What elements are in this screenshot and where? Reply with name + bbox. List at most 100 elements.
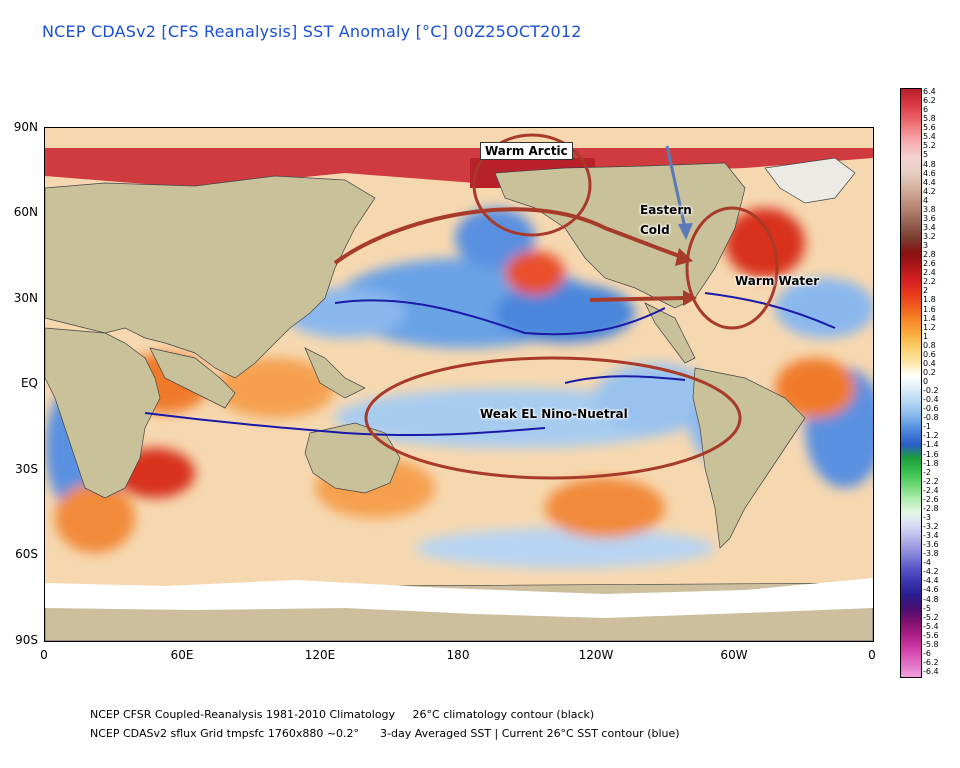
colorbar-tick-label: -3 <box>923 512 931 522</box>
colorbar-tick-label: 3.8 <box>923 204 936 214</box>
colorbar-tick-label: 4.6 <box>923 168 936 178</box>
colorbar-tick-label: 2.6 <box>923 259 936 269</box>
lon-label-0-left: 0 <box>40 648 48 662</box>
colorbar-tick-label: 2.8 <box>923 250 936 260</box>
colorbar-tick-label: 0.4 <box>923 358 936 368</box>
lat-label-30s: 30S <box>15 462 38 476</box>
lat-label-90s: 90S <box>15 633 38 647</box>
colorbar-tick-label: 5.4 <box>923 132 936 142</box>
lat-label-60n: 60N <box>13 205 38 219</box>
colorbar-tick-label: -1.4 <box>923 440 939 450</box>
colorbar-tick-label: 1.8 <box>923 295 936 305</box>
colorbar-tick-label: 6 <box>923 105 929 115</box>
colorbar-tick-label: 4.2 <box>923 186 936 196</box>
colorbar-tick-label: -2.6 <box>923 494 939 504</box>
contour-26c-south-indo-pacific <box>144 412 546 437</box>
warm-arctic-circle <box>472 133 592 237</box>
colorbar-tick-label: 2.4 <box>923 268 936 278</box>
colorbar-tick-label: 6.4 <box>923 87 936 96</box>
colorbar-tick-label: 4.8 <box>923 159 936 169</box>
colorbar-tick-label: -2.2 <box>923 476 939 486</box>
colorbar-tick-label: -3.8 <box>923 549 939 559</box>
lon-label-60e: 60E <box>170 648 194 662</box>
map-title: NCEP CDASv2 [CFS Reanalysis] SST Anomaly… <box>42 22 582 41</box>
eastern-cold-arrow <box>665 145 687 229</box>
warm-water-circle <box>685 206 779 330</box>
eastern-cold-arrowhead <box>678 223 693 240</box>
colorbar-tick-label: -4 <box>923 558 931 568</box>
colorbar-tick-label: 4.4 <box>923 177 936 187</box>
colorbar-tick-label: 0.8 <box>923 340 936 350</box>
colorbar-tick-label: -3.6 <box>923 540 939 550</box>
colorbar-tick-label: -0.2 <box>923 386 939 396</box>
footer-line-1: NCEP CFSR Coupled-Reanalysis 1981-2010 C… <box>90 708 595 721</box>
colorbar-tick-label: -3.2 <box>923 522 939 531</box>
colorbar-tick-label: 1.6 <box>923 304 936 314</box>
colorbar-tick-label: 5.8 <box>923 114 936 124</box>
colorbar-tick-label: 3.2 <box>923 232 936 241</box>
colorbar-tick-label: -5.4 <box>923 621 939 631</box>
eastern-cold-label: Eastern Cold <box>640 203 692 237</box>
colorbar-tick-label: -0.4 <box>923 395 939 405</box>
colorbar-tick-label: -2 <box>923 467 931 477</box>
map-canvas <box>45 128 873 641</box>
colorbar-tick-label: 1.4 <box>923 313 936 323</box>
lat-label-eq: EQ <box>20 376 38 390</box>
colorbar-tick-label: -4.2 <box>923 567 939 577</box>
colorbar-tick-label: 2.2 <box>923 277 936 287</box>
colorbar-tick-label: 3 <box>923 241 929 251</box>
sst-anomaly-map <box>44 127 874 642</box>
colorbar-tick-label: -5.6 <box>923 630 939 640</box>
colorbar-tick-label: 3.6 <box>923 213 936 223</box>
el-nino-ellipse <box>364 356 742 480</box>
colorbar-tick-label: 1.2 <box>923 322 936 332</box>
contour-26c-east-pacific <box>564 375 686 384</box>
colorbar-tick-label: 5.6 <box>923 123 936 133</box>
warm-water-label: Warm Water <box>735 274 820 288</box>
colorbar-tick-label: -6.2 <box>923 657 939 667</box>
colorbar-tick-label: 0.2 <box>923 367 936 377</box>
colorbar-tick-label: -5 <box>923 603 931 613</box>
colorbar-tick-label: -4.8 <box>923 594 939 604</box>
warm-arctic-label: Warm Arctic <box>480 142 573 160</box>
colorbar-tick-label: 3.4 <box>923 222 936 232</box>
colorbar-tick-label: 2 <box>923 286 929 296</box>
warm-water-arrow <box>589 296 686 302</box>
colorbar-tick-label: -2.8 <box>923 503 939 513</box>
colorbar-tick-label: 5 <box>923 150 929 160</box>
colorbar-tick-label: -5.8 <box>923 639 939 649</box>
colorbar-tick-label: -1.6 <box>923 449 939 459</box>
colorbar-tick-label: 1 <box>923 331 929 341</box>
contour-26c-north-pacific <box>334 299 666 336</box>
colorbar-tick-label: -4.4 <box>923 576 939 586</box>
colorbar-tick-label: 4 <box>923 195 929 205</box>
lon-label-180: 180 <box>446 648 470 662</box>
arctic-anomaly <box>45 148 873 188</box>
colorbar-tick-label: -0.8 <box>923 413 939 423</box>
colorbar-tick-label: -6.4 <box>923 667 939 676</box>
colorbar-tick-label: 0.6 <box>923 349 936 359</box>
lon-label-120e: 120E <box>304 648 336 662</box>
lat-label-60s: 60S <box>15 547 38 561</box>
colorbar-tick-label: -1.8 <box>923 458 939 468</box>
lat-label-90n: 90N <box>13 120 38 134</box>
colorbar-tick-label: -2.4 <box>923 485 939 495</box>
colorbar-tick-label: -5.2 <box>923 612 939 622</box>
lon-label-60w: 60W <box>720 648 748 662</box>
colorbar-tick-label: -3.4 <box>923 531 939 541</box>
colorbar-tick-label: 6.2 <box>923 96 936 106</box>
colorbar-tick-label: -6 <box>923 648 931 658</box>
jet-stream-arrow <box>333 207 686 265</box>
colorbar <box>900 88 922 678</box>
lon-label-120w: 120W <box>578 648 614 662</box>
jet-stream-arrowhead <box>675 248 693 266</box>
lat-label-30n: 30N <box>13 291 38 305</box>
colorbar-tick-label: -1.2 <box>923 431 939 441</box>
lon-label-0-right: 0 <box>868 648 876 662</box>
colorbar-tick-label: 5.2 <box>923 141 936 151</box>
colorbar-tick-label: -0.6 <box>923 404 939 414</box>
weak-el-nino-label: Weak EL Nino-Nuetral <box>480 407 628 421</box>
footer-line-2: NCEP CDASv2 sflux Grid tmpsfc 1760x880 ~… <box>90 727 680 740</box>
warm-water-arrowhead <box>683 290 697 306</box>
colorbar-tick-label: -4.6 <box>923 585 939 595</box>
